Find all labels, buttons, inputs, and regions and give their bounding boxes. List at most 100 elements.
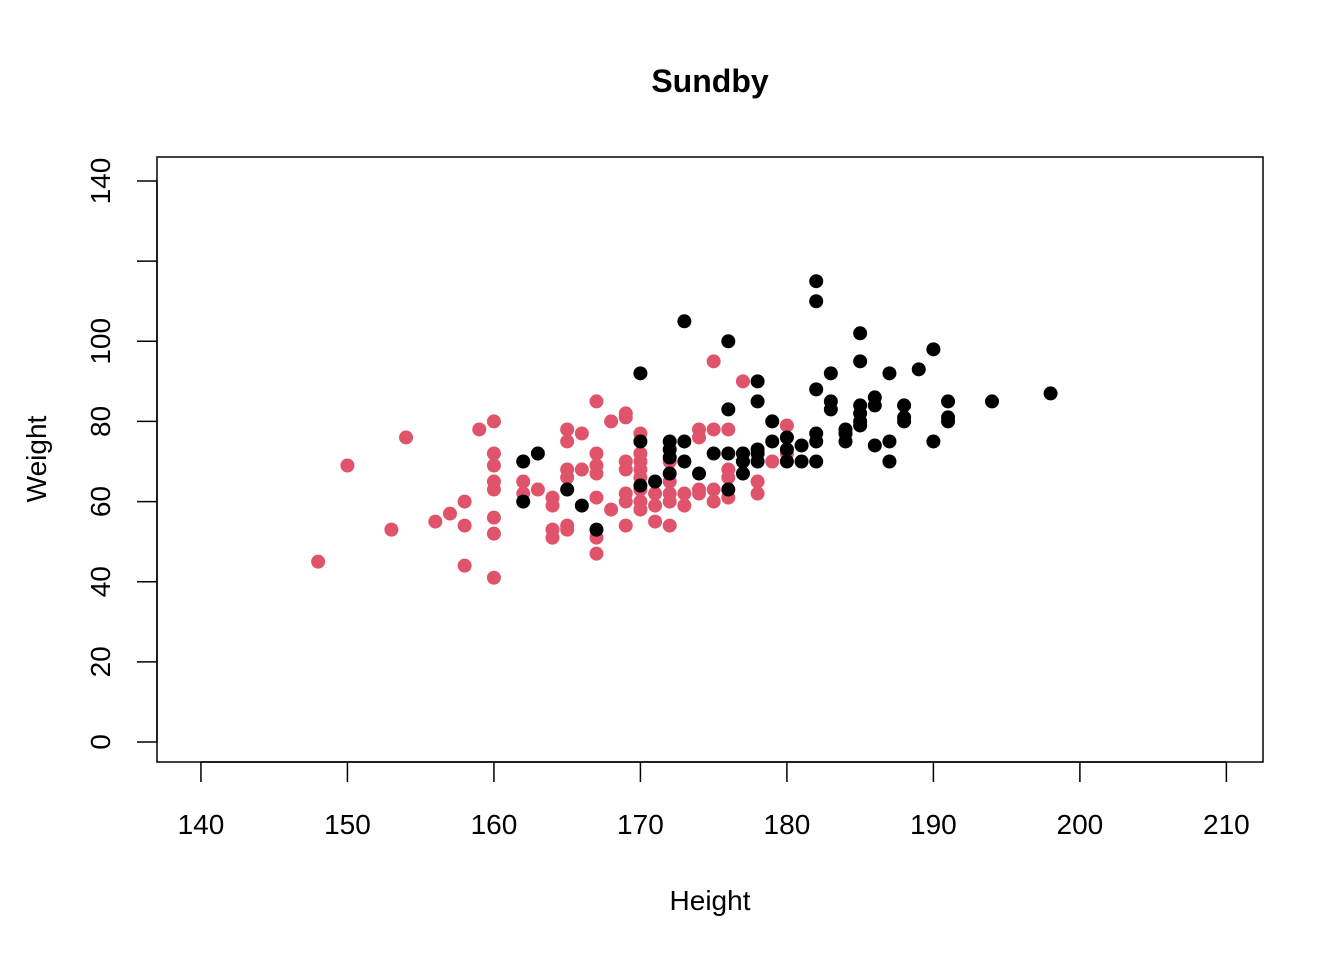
data-point-series-1	[486, 446, 501, 461]
y-tick-label: 0	[85, 734, 116, 750]
data-point-series-2	[897, 398, 912, 413]
x-tick-label: 210	[1203, 809, 1250, 840]
data-point-series-2	[823, 366, 838, 381]
data-point-series-2	[662, 450, 677, 465]
data-point-series-2	[926, 434, 941, 449]
data-point-series-2	[809, 434, 824, 449]
data-point-series-1	[706, 482, 721, 497]
data-point-series-2	[838, 434, 853, 449]
data-point-series-2	[574, 498, 589, 513]
y-tick-label: 20	[85, 646, 116, 677]
x-tick-label: 170	[617, 809, 664, 840]
data-point-series-1	[662, 518, 677, 533]
data-point-series-1	[384, 522, 399, 537]
data-point-series-2	[809, 294, 824, 309]
data-point-series-2	[516, 494, 531, 509]
data-point-series-1	[530, 482, 545, 497]
chart-title: Sundby	[651, 63, 769, 99]
data-point-series-2	[633, 478, 648, 493]
data-point-series-1	[311, 554, 326, 569]
data-point-series-2	[984, 394, 999, 409]
data-point-series-1	[560, 522, 575, 537]
data-point-series-1	[706, 494, 721, 509]
data-point-series-1	[486, 458, 501, 473]
data-point-series-2	[882, 366, 897, 381]
data-point-series-2	[882, 434, 897, 449]
data-points	[311, 274, 1058, 585]
data-point-series-2	[794, 438, 809, 453]
data-point-series-2	[633, 366, 648, 381]
data-point-series-1	[604, 502, 619, 517]
x-tick-label: 190	[910, 809, 957, 840]
x-axis-label: Height	[670, 885, 751, 916]
data-point-series-1	[692, 430, 707, 445]
data-point-series-2	[941, 394, 956, 409]
data-point-series-2	[779, 442, 794, 457]
data-point-series-1	[765, 454, 780, 469]
data-point-series-2	[721, 334, 736, 349]
data-point-series-1	[560, 470, 575, 485]
data-point-series-1	[721, 470, 736, 485]
data-point-series-2	[853, 418, 868, 433]
data-point-series-1	[677, 498, 692, 513]
data-point-series-2	[662, 466, 677, 481]
data-point-series-1	[648, 498, 663, 513]
data-point-series-1	[604, 414, 619, 429]
data-point-series-2	[794, 454, 809, 469]
data-point-series-2	[706, 446, 721, 461]
data-point-series-1	[589, 546, 604, 561]
x-tick-label: 150	[324, 809, 371, 840]
x-axis: 140 150 160 170 180 190 200 210	[178, 761, 1250, 840]
data-point-series-1	[457, 558, 472, 573]
data-point-series-2	[560, 482, 575, 497]
data-point-series-1	[648, 486, 663, 501]
data-point-series-1	[589, 394, 604, 409]
data-point-series-1	[457, 494, 472, 509]
data-point-series-1	[721, 422, 736, 437]
data-point-series-1	[486, 510, 501, 525]
data-point-series-1	[692, 486, 707, 501]
data-point-series-1	[486, 526, 501, 541]
data-point-series-2	[926, 342, 941, 357]
data-point-series-1	[545, 498, 560, 513]
data-point-series-1	[486, 414, 501, 429]
data-point-series-2	[750, 374, 765, 389]
data-point-series-2	[721, 446, 736, 461]
data-point-series-2	[1043, 386, 1058, 401]
y-tick-label: 60	[85, 486, 116, 517]
x-tick-label: 180	[764, 809, 811, 840]
data-point-series-1	[589, 466, 604, 481]
data-point-series-1	[618, 410, 633, 425]
data-point-series-1	[574, 426, 589, 441]
data-point-series-2	[867, 438, 882, 453]
y-tick-label: 80	[85, 406, 116, 437]
data-point-series-2	[897, 414, 912, 429]
data-point-series-1	[442, 506, 457, 521]
data-point-series-1	[589, 446, 604, 461]
y-axis: 0 20 40 60 80 100 140	[85, 158, 158, 750]
data-point-series-2	[809, 274, 824, 289]
data-point-series-1	[516, 474, 531, 489]
data-point-series-1	[618, 462, 633, 477]
data-point-series-2	[867, 398, 882, 413]
data-point-series-1	[779, 418, 794, 433]
data-point-series-1	[618, 518, 633, 533]
data-point-series-2	[809, 454, 824, 469]
data-point-series-2	[911, 362, 926, 377]
data-point-series-1	[735, 374, 750, 389]
data-point-series-1	[428, 514, 443, 529]
data-point-series-2	[765, 414, 780, 429]
data-point-series-2	[882, 454, 897, 469]
data-point-series-1	[662, 494, 677, 509]
data-point-series-2	[530, 446, 545, 461]
data-point-series-2	[516, 454, 531, 469]
data-point-series-1	[706, 354, 721, 369]
data-point-series-2	[779, 430, 794, 445]
data-point-series-1	[560, 434, 575, 449]
data-point-series-1	[486, 570, 501, 585]
data-point-series-2	[721, 482, 736, 497]
y-tick-label: 140	[85, 158, 116, 205]
data-point-series-1	[618, 494, 633, 509]
data-point-series-2	[735, 466, 750, 481]
data-point-series-2	[721, 402, 736, 417]
